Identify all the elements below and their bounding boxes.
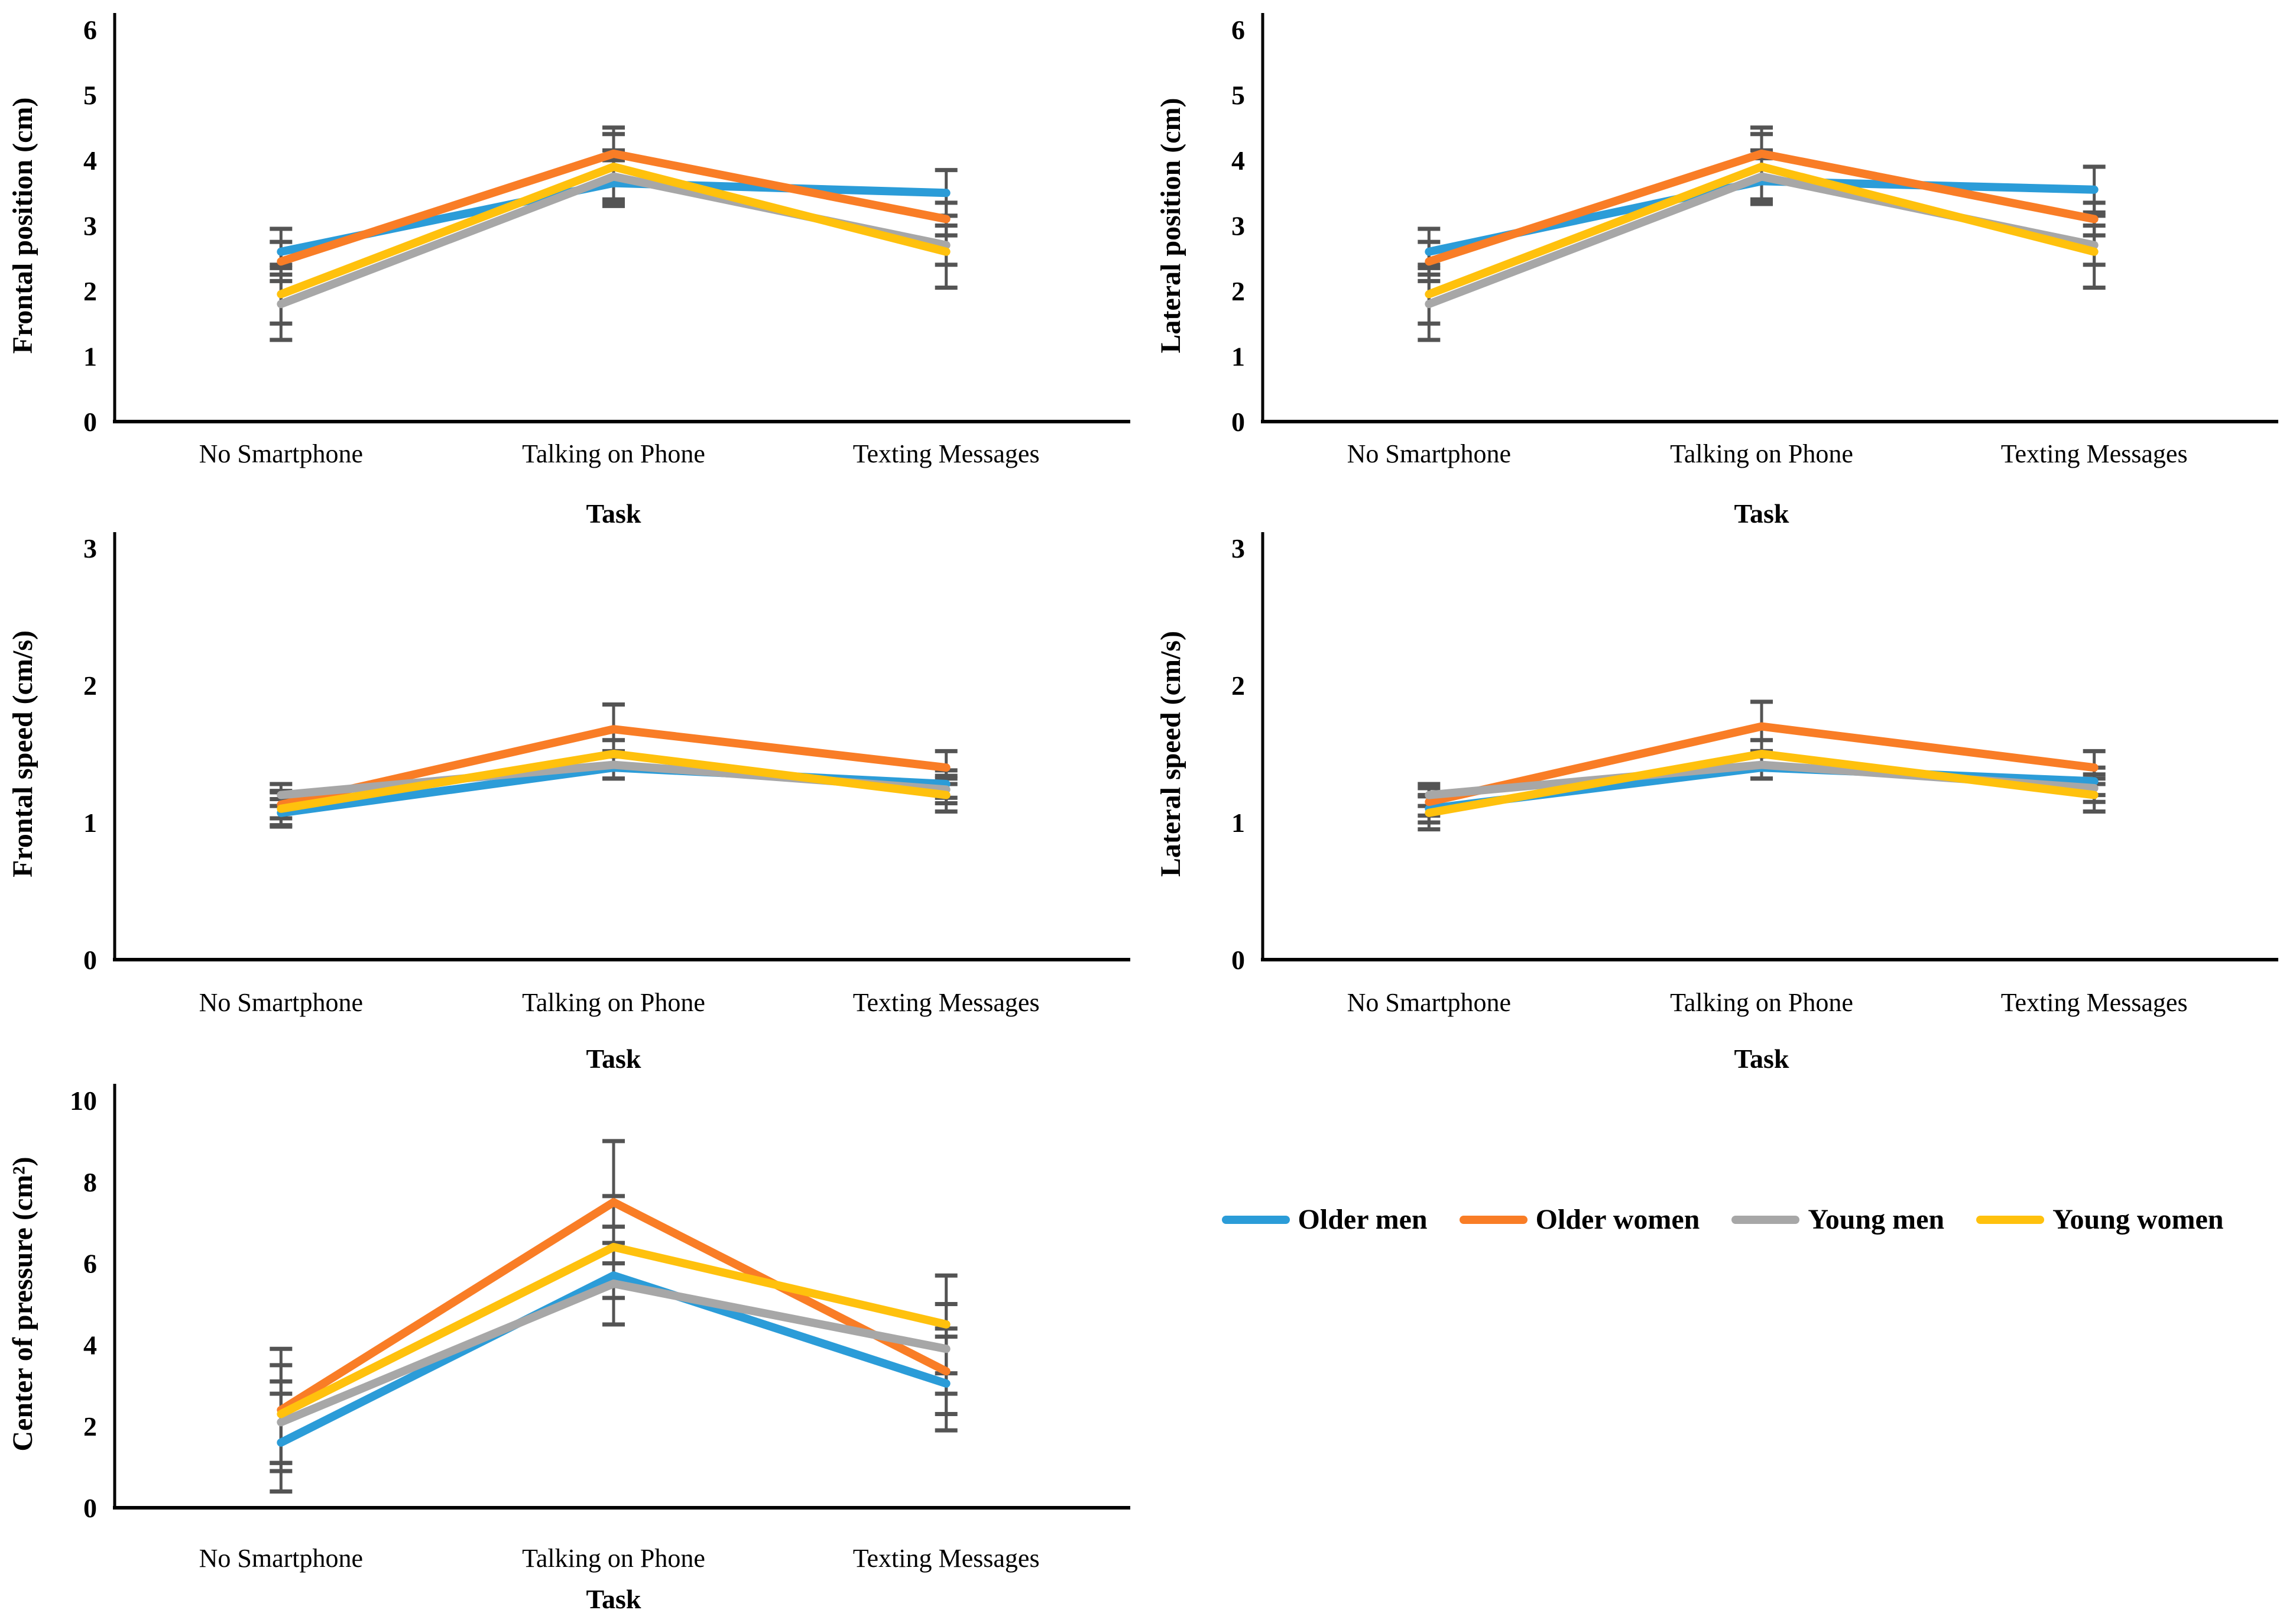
x-axis-title: Task xyxy=(586,1584,641,1613)
x-category-label: No Smartphone xyxy=(199,1544,363,1573)
y-tick-label: 2 xyxy=(83,671,97,701)
x-category-label: Talking on Phone xyxy=(522,988,705,1017)
x-category-label: No Smartphone xyxy=(1347,988,1511,1017)
y-tick-label: 10 xyxy=(70,1086,97,1116)
chart-svg-frontal-speed-(cm/s): 0 1 2 3 No Smartphone Talking on Phone Texting… xyxy=(7,532,1130,1074)
legend-label-older-men: Older men xyxy=(1298,1204,1428,1235)
x-category-label: No Smartphone xyxy=(1347,439,1511,468)
chart-lateral-speed: 0 1 2 3 No Smartphone Talking on Phone Texting… xyxy=(1149,532,2296,1076)
series-line-young-women xyxy=(277,1243,951,1418)
y-tick-label: 3 xyxy=(83,211,97,241)
series-line-older-men xyxy=(277,1271,951,1447)
legend-swatch-older-men xyxy=(1221,1215,1290,1224)
legend-label-older-women: Older women xyxy=(1535,1204,1700,1235)
series-line-older-women xyxy=(1425,722,2099,806)
chart-legend: Older men Older women Young men Young wo… xyxy=(1149,1203,2296,1236)
y-axis-title: Lateral speed (cm/s) xyxy=(1155,631,1186,877)
y-tick-label: 4 xyxy=(1231,145,1245,176)
y-axis-title: Center of pressure (cm²) xyxy=(7,1157,38,1451)
y-tick-label: 3 xyxy=(1231,533,1245,563)
y-tick-label: 5 xyxy=(1231,80,1245,111)
x-category-label: Talking on Phone xyxy=(522,439,705,468)
chart-svg-center-of-pressure-(cm²): 0 2 4 6 8 10 No Smartphone Talking on Phone Text… xyxy=(7,1084,1130,1613)
x-category-label: Texting Messages xyxy=(2001,439,2188,468)
chart-lateral-position: 0 1 2 3 4 5 6 No Smartphone Talking on Phone Text… xyxy=(1149,0,2296,532)
legend-label-young-women: Young women xyxy=(2052,1204,2224,1235)
y-tick-label: 1 xyxy=(1231,808,1245,838)
x-category-label: Texting Messages xyxy=(853,988,1040,1017)
y-axis-title: Frontal speed (cm/s) xyxy=(7,630,38,877)
y-tick-label: 2 xyxy=(83,1411,97,1442)
y-tick-label: 4 xyxy=(83,1330,97,1360)
x-category-label: Texting Messages xyxy=(2001,988,2188,1017)
x-category-label: No Smartphone xyxy=(199,988,363,1017)
x-category-label: No Smartphone xyxy=(199,439,363,468)
y-tick-label: 6 xyxy=(1231,15,1245,45)
legend-item-older-women: Older women xyxy=(1459,1203,1700,1236)
y-tick-label: 2 xyxy=(1231,276,1245,306)
y-tick-label: 0 xyxy=(83,1493,97,1523)
series-line-young-men xyxy=(277,1280,951,1427)
x-category-label: Talking on Phone xyxy=(1670,988,1853,1017)
series-line-young-women xyxy=(277,163,951,299)
y-axis-title: Frontal position (cm) xyxy=(7,98,38,354)
y-tick-label: 0 xyxy=(1231,407,1245,437)
chart-svg-frontal-position-(cm): 0 1 2 3 4 5 6 No Smartphone Talking on Phone Text… xyxy=(7,13,1130,529)
y-tick-label: 3 xyxy=(83,533,97,563)
y-tick-label: 1 xyxy=(83,342,97,372)
x-category-label: Texting Messages xyxy=(853,1544,1040,1573)
series-line-young-women xyxy=(277,750,951,813)
y-tick-label: 0 xyxy=(1231,945,1245,975)
series-line-young-women xyxy=(1425,163,2099,299)
x-category-label: Texting Messages xyxy=(853,439,1040,468)
chart-svg-lateral-speed-(cm/s): 0 1 2 3 No Smartphone Talking on Phone Texting… xyxy=(1155,532,2278,1074)
series-line-older-women xyxy=(277,1198,951,1414)
y-tick-label: 3 xyxy=(1231,211,1245,241)
y-tick-label: 1 xyxy=(83,808,97,838)
series-line-older-women xyxy=(277,149,951,266)
series-line-older-women xyxy=(1425,149,2099,266)
y-tick-label: 0 xyxy=(83,407,97,437)
legend-item-older-men: Older men xyxy=(1221,1203,1428,1236)
legend-label-young-men: Young men xyxy=(1808,1204,1945,1235)
legend-item-young-women: Young women xyxy=(1976,1203,2223,1236)
y-tick-label: 2 xyxy=(83,276,97,306)
y-tick-label: 2 xyxy=(1231,671,1245,701)
x-axis-title: Task xyxy=(1734,498,1789,529)
legend-swatch-young-women xyxy=(1976,1215,2045,1224)
legend-item-young-men: Young men xyxy=(1731,1203,1944,1236)
chart-center-of-pressure: 0 2 4 6 8 10 No Smartphone Talking on Phone Text… xyxy=(1,1076,1148,1613)
y-tick-label: 8 xyxy=(83,1167,97,1197)
legend-swatch-older-women xyxy=(1459,1215,1528,1224)
x-axis-title: Task xyxy=(586,498,641,529)
y-tick-label: 6 xyxy=(83,1249,97,1279)
y-tick-label: 1 xyxy=(1231,342,1245,372)
y-tick-label: 0 xyxy=(83,945,97,975)
series-line-older-women xyxy=(277,725,951,809)
y-tick-label: 5 xyxy=(83,80,97,111)
x-axis-title: Task xyxy=(586,1044,641,1074)
series-line-young-women xyxy=(1425,750,2099,817)
y-tick-label: 6 xyxy=(83,15,97,45)
chart-frontal-position: 0 1 2 3 4 5 6 No Smartphone Talking on Phone Text… xyxy=(1,0,1148,532)
x-category-label: Talking on Phone xyxy=(1670,439,1853,468)
y-axis-title: Lateral position (cm) xyxy=(1155,98,1186,354)
legend-swatch-young-men xyxy=(1731,1215,1800,1224)
chart-frontal-speed: 0 1 2 3 No Smartphone Talking on Phone Texting… xyxy=(1,532,1148,1076)
chart-svg-lateral-position-(cm): 0 1 2 3 4 5 6 No Smartphone Talking on Phone Text… xyxy=(1155,13,2278,529)
legend-panel: Older men Older women Young men Young wo… xyxy=(1149,1076,2296,1613)
x-axis-title: Task xyxy=(1734,1044,1789,1074)
y-tick-label: 4 xyxy=(83,145,97,176)
x-category-label: Talking on Phone xyxy=(522,1544,705,1573)
